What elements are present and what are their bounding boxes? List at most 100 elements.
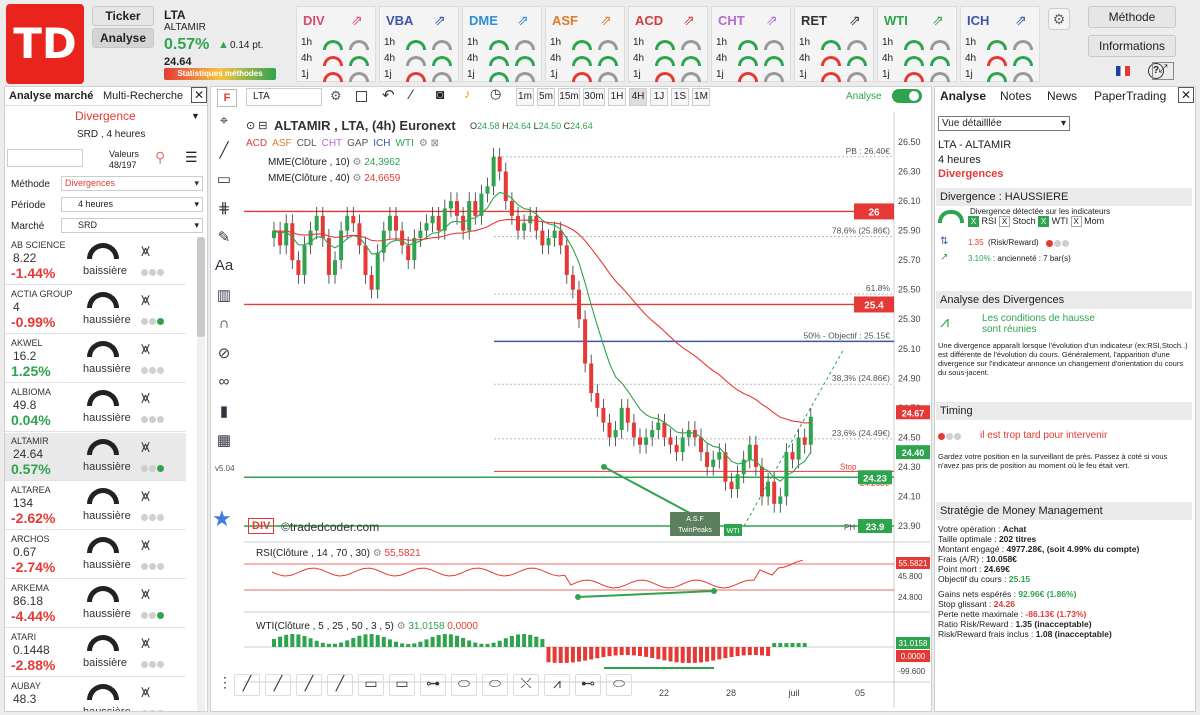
tab-news[interactable]: News [1047,89,1078,103]
bell-icon[interactable]: ♪ [464,86,471,101]
timeframe-button-1s[interactable]: 1S [671,88,689,106]
draw-tool-13[interactable]: ⬭ [606,674,632,696]
draw-tool-3[interactable]: ╱ [296,674,322,696]
help-icon[interactable]: ? [1148,63,1164,79]
timeframe-button-4h[interactable]: 4H [629,88,647,106]
list-item[interactable]: AKWEL 16.2 1.25% haussière ⩙ [5,335,186,383]
indicator-card-dme[interactable]: DME ⇗ 1h 4h 1j [462,6,542,82]
stats-methods-button[interactable]: Statistiques méthodes [164,68,276,80]
indicator-card-cht[interactable]: CHT ⇗ 1h 4h 1j [711,6,791,82]
logo[interactable]: TD [6,4,84,84]
draw-tool-12[interactable]: ⊷ [575,674,601,696]
square-icon[interactable] [356,91,367,102]
close-icon[interactable]: ✕ [191,87,207,103]
bars-icon[interactable]: ▥ [216,287,232,304]
tab-multi-recherche[interactable]: Multi-Recherche [103,90,184,102]
link-icon[interactable]: ∞ [218,373,230,390]
chart-button-f[interactable]: F [217,89,237,107]
list-item[interactable]: AB SCIENCE 8.22 -1.44% baissière ⩙ [5,237,186,285]
tab-analyse[interactable]: Analyse [940,89,987,103]
gear-icon[interactable]: ⚙ [330,88,342,103]
eye-off-icon[interactable]: ⊘ [217,345,231,362]
list-item[interactable]: ALTAREA 134 -2.62% haussière ⩙ [5,482,186,530]
price-chart[interactable]: 26.50 26.30 26.10 25.90 25.70 25.50 25.30 25.10… [244,112,930,708]
tag-wti[interactable]: WTI [395,138,414,149]
analyse-toggle[interactable] [892,89,922,103]
pencil-icon[interactable]: ✎ [217,229,231,246]
tag-ich[interactable]: ICH [373,138,391,149]
timeframe-button-5m[interactable]: 5m [537,88,555,106]
draw-tool-0[interactable]: ⋮ [218,674,232,690]
close-icon[interactable]: ✕ [1178,87,1194,103]
gear-icon[interactable]: ⚙ [1048,8,1070,30]
line-icon[interactable]: ╱ [219,142,229,159]
list-item[interactable]: ATARI 0.1448 -2.88% baissière ⩙ [5,629,186,677]
chart-menu-icon[interactable]: ⊙ ⊟ [246,120,268,132]
draw-tool-8[interactable]: ⬭ [451,674,477,696]
draw-tool-1[interactable]: ╱ [234,674,260,696]
tab-notes[interactable]: Notes [1000,89,1032,103]
camera-icon[interactable]: ◙ [436,86,445,102]
analyse-button[interactable]: Analyse [92,28,154,48]
draw-tool-10[interactable]: ⤬ [513,674,539,696]
undo-icon[interactable]: ↶ [382,87,395,104]
draw-tool-4[interactable]: ╱ [327,674,353,696]
fullscreen-icon[interactable]: ⤢ [1152,62,1174,80]
timeframe-button-15m[interactable]: 15m [558,88,580,106]
list-item[interactable]: ARCHOS 0.67 -2.74% haussière ⩙ [5,531,186,579]
magic-wand-icon[interactable]: ⁄ [410,86,413,102]
methode-button[interactable]: Méthode [1088,6,1176,28]
indicator-card-div[interactable]: DIV ⇗ 1h 4h 1j [296,6,376,82]
draw-tool-11[interactable]: ⩘ [544,674,570,696]
indicator-card-ich[interactable]: ICH ⇗ 1h 4h 1j [960,6,1040,82]
tag-cht[interactable]: CHT [321,138,343,149]
symbol-search-input[interactable]: LTA [246,88,322,106]
pointer-icon[interactable]: ⌖ [219,112,229,129]
draw-tool-6[interactable]: ▭ [389,674,415,696]
informations-button[interactable]: Informations [1088,35,1176,57]
scrollbar[interactable] [197,237,205,711]
indicator-card-asf[interactable]: ASF ⇗ 1h 4h 1j [545,6,625,82]
draw-tool-9[interactable]: ⬭ [482,674,508,696]
view-select[interactable]: Vue détailllée ▾ [938,116,1070,131]
methode-select[interactable]: Divergences ▾ [61,176,203,191]
filter-icon[interactable]: ⚲ [155,149,166,165]
list-item[interactable]: ALTAMIR 24.64 0.57% haussière ⩙ [5,433,186,481]
tag-acd[interactable]: ACD [246,138,268,149]
timeframe-button-1j[interactable]: 1J [650,88,668,106]
tag-gap[interactable]: GAP [347,138,369,149]
timeframe-button-1h[interactable]: 1H [608,88,626,106]
star-icon[interactable]: ★ [212,506,232,531]
magnet-icon[interactable]: ∩ [218,315,230,332]
periode-select[interactable]: 4 heures ▾ [61,197,203,212]
timeframe-button-1m[interactable]: 1M [692,88,710,106]
flag-fr-icon[interactable] [1116,66,1130,76]
marche-select[interactable]: SRD ▾ [61,218,203,233]
tab-analyse-marche[interactable]: Analyse marché [9,90,94,102]
list-item[interactable]: ALBIOMA 49.8 0.04% haussière ⩙ [5,384,186,432]
list-item[interactable]: ARKEMA 86.18 -4.44% haussière ⩙ [5,580,186,628]
filter-input[interactable] [7,149,83,167]
fibonacci-icon[interactable]: ⋕ [217,200,231,217]
chevron-down-icon[interactable]: ▼ [191,111,200,121]
settings-sliders-icon[interactable]: ☰ [185,149,198,165]
lock-icon[interactable]: ▮ [219,403,229,420]
timeframe-button-30m[interactable]: 30m [583,88,605,106]
tag-asf[interactable]: ASF [272,138,292,149]
calculator-icon[interactable]: ▦ [216,432,232,449]
gear-icon[interactable]: ⚙ ⊠ [418,138,439,149]
draw-tool-2[interactable]: ╱ [265,674,291,696]
clock-icon[interactable]: ◷ [490,86,502,101]
indicator-card-ret[interactable]: RET ⇗ 1h 4h 1j [794,6,874,82]
draw-tool-7[interactable]: ⊶ [420,674,446,696]
rectangle-icon[interactable]: ▭ [216,171,232,188]
ticker-button[interactable]: Ticker [92,6,154,26]
indicator-card-acd[interactable]: ACD ⇗ 1h 4h 1j [628,6,708,82]
tag-cdl[interactable]: CDL [296,138,317,149]
list-item[interactable]: ACTIA GROUP 4 -0.99% haussière ⩙ [5,286,186,334]
tab-papertrading[interactable]: PaperTrading [1094,89,1167,103]
text-icon[interactable]: Aa [214,257,234,274]
timeframe-button-1m[interactable]: 1m [516,88,534,106]
indicator-card-wti[interactable]: WTI ⇗ 1h 4h 1j [877,6,957,82]
